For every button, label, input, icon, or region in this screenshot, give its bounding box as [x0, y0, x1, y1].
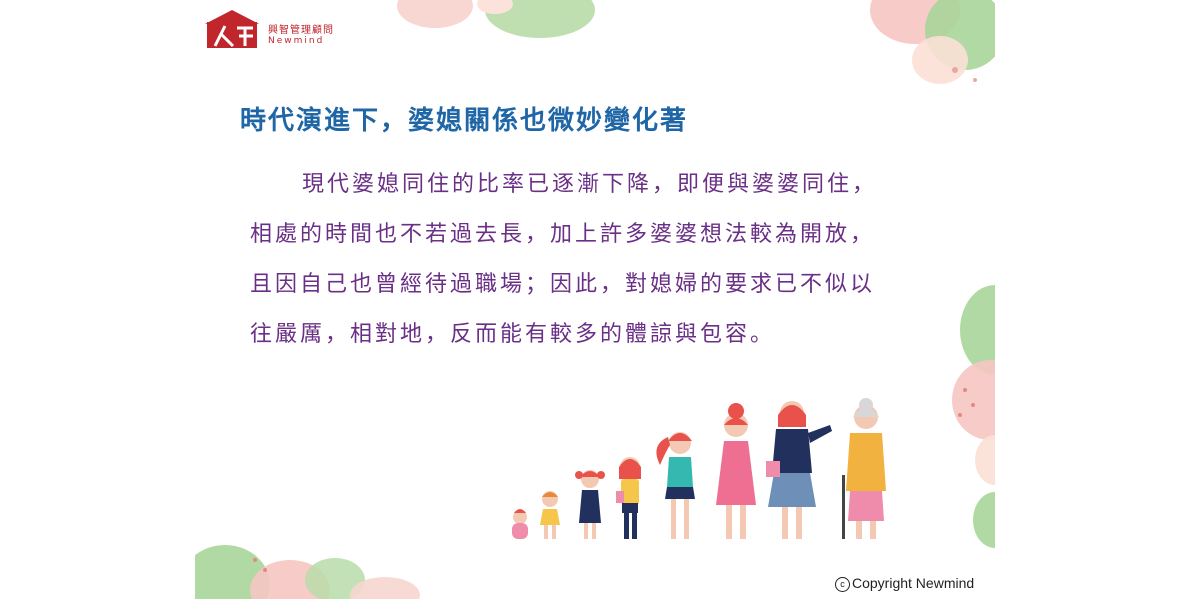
logo-name-english: Newmind: [268, 36, 325, 46]
teen-figure: [656, 432, 695, 539]
young-girl-figure: [575, 470, 605, 539]
adult-woman-figure: [766, 401, 832, 539]
paragraph-line: 相處的時間也不若過去長，加上許多婆婆想法較為開放，: [250, 222, 876, 247]
school-girl-figure: [616, 457, 641, 539]
decorative-background: [195, 0, 995, 599]
body-paragraph: 現代婆媳同住的比率已逐漸下降，即便與婆婆同住， 相處的時間也不若過去長，加上許多…: [250, 160, 930, 360]
baby-figure: [512, 509, 528, 539]
logo-mark-icon: [205, 10, 259, 48]
paragraph-line: 現代婆媳同住的比率已逐漸下降，即便與婆婆同住，: [302, 172, 878, 197]
company-logo: 興智管理顧問 Newmind: [205, 8, 345, 52]
logo-name-chinese: 興智管理顧問: [268, 25, 334, 36]
paragraph-line: 往嚴厲，相對地，反而能有較多的體諒與包容。: [250, 322, 776, 347]
copyright-symbol-icon: c: [835, 577, 850, 592]
women-life-stages-illustration: [512, 398, 886, 539]
slide: 興智管理顧問 Newmind 時代演進下，婆媳關係也微妙變化著 現代婆媳同住的比…: [195, 0, 995, 599]
copyright-text: Copyright Newmind: [852, 575, 975, 591]
young-woman-figure: [716, 403, 756, 539]
copyright-notice: c Copyright Newmind: [835, 575, 974, 592]
paragraph-line: 且因自己也曾經待過職場；因此，對媳婦的要求已不似以: [250, 272, 876, 297]
toddler-figure: [540, 491, 560, 539]
grandmother-figure: [842, 398, 886, 539]
slide-title: 時代演進下，婆媳關係也微妙變化著: [240, 106, 689, 136]
